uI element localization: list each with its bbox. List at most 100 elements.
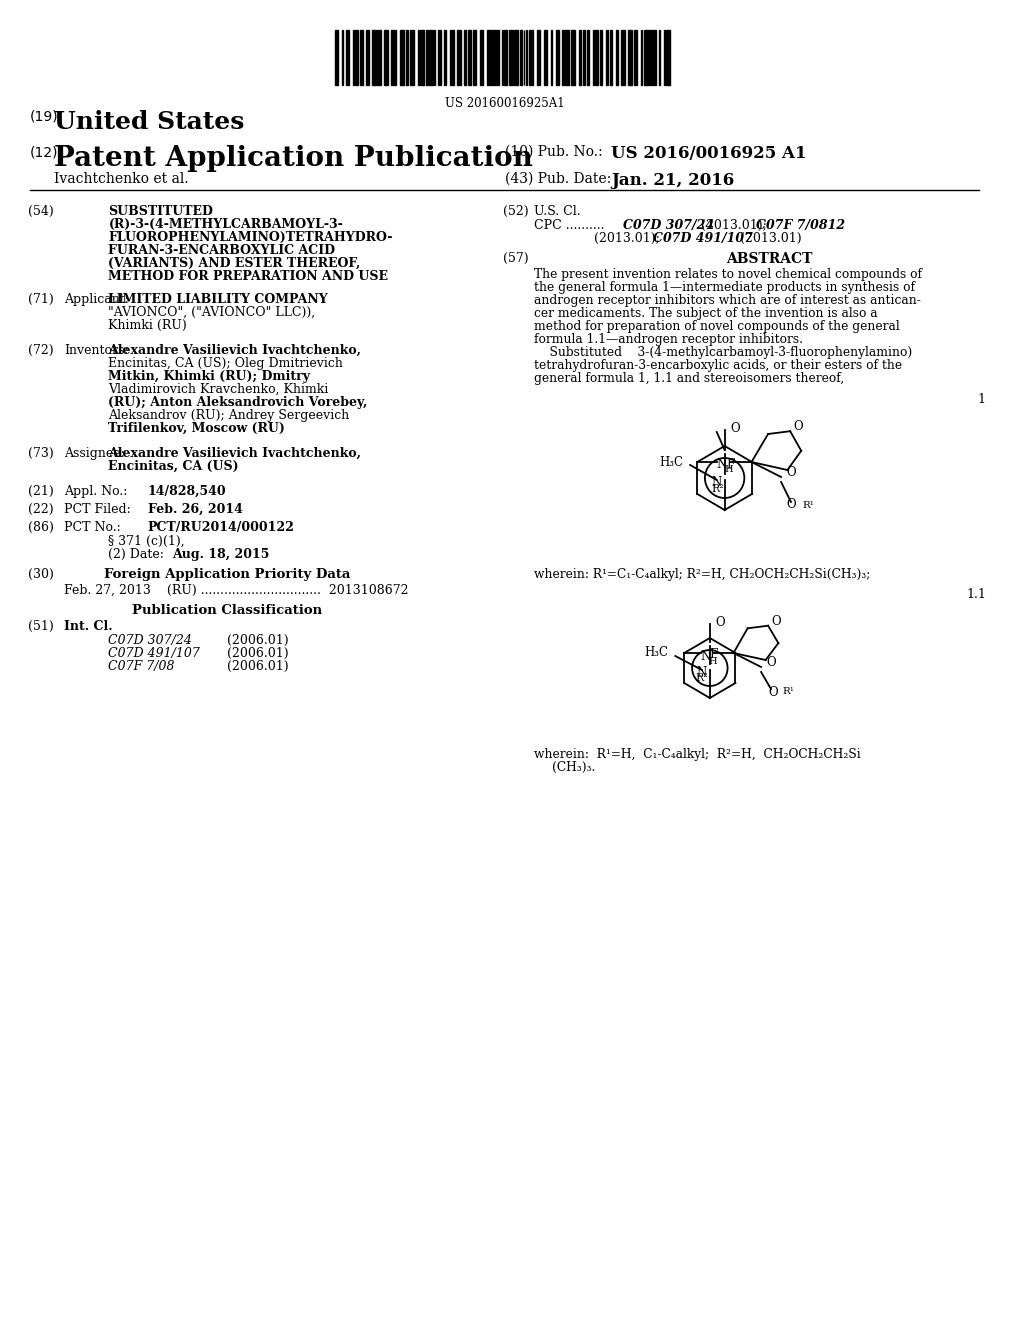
Text: R¹: R¹ <box>782 688 795 697</box>
Text: (19): (19) <box>30 110 58 124</box>
Bar <box>487 30 490 84</box>
Text: PCT No.:: PCT No.: <box>65 521 121 535</box>
Bar <box>600 30 602 84</box>
Text: formula 1.1—androgen receptor inhibitors.: formula 1.1—androgen receptor inhibitors… <box>535 333 804 346</box>
Text: H₃C: H₃C <box>644 647 669 660</box>
Bar <box>616 30 618 84</box>
Text: Aleksandrov (RU); Andrey Sergeevich: Aleksandrov (RU); Andrey Sergeevich <box>109 409 350 422</box>
Text: Ivachtchenko et al.: Ivachtchenko et al. <box>54 172 188 186</box>
Text: O: O <box>730 421 740 434</box>
Text: (22): (22) <box>28 503 53 516</box>
Text: R²: R² <box>712 484 724 494</box>
Text: Appl. No.:: Appl. No.: <box>65 484 127 498</box>
Bar <box>579 30 581 84</box>
Text: PCT/RU2014/000122: PCT/RU2014/000122 <box>147 521 295 535</box>
Text: androgen receptor inhibitors which are of interest as antican-: androgen receptor inhibitors which are o… <box>535 294 922 308</box>
Text: Alexandre Vasilievich Ivachtchenko,: Alexandre Vasilievich Ivachtchenko, <box>109 345 361 356</box>
Bar <box>538 30 541 84</box>
Bar <box>359 30 362 84</box>
Text: (2006.01): (2006.01) <box>226 660 289 673</box>
Text: SUBSTITUTED: SUBSTITUTED <box>109 205 213 218</box>
Text: (21): (21) <box>28 484 53 498</box>
Text: Jan. 21, 2016: Jan. 21, 2016 <box>611 172 734 189</box>
Text: 14/828,540: 14/828,540 <box>147 484 226 498</box>
Text: PCT Filed:: PCT Filed: <box>65 503 131 516</box>
Text: cer medicaments. The subject of the invention is also a: cer medicaments. The subject of the inve… <box>535 308 878 319</box>
Bar <box>628 30 632 84</box>
Text: the general formula 1—intermediate products in synthesis of: the general formula 1—intermediate produ… <box>535 281 915 294</box>
Text: (2006.01): (2006.01) <box>226 634 289 647</box>
Text: (73): (73) <box>28 447 53 459</box>
Bar <box>480 30 483 84</box>
Text: (2013.01);: (2013.01); <box>594 232 664 246</box>
Text: FURAN-3-ENCARBOXYLIC ACID: FURAN-3-ENCARBOXYLIC ACID <box>109 244 336 257</box>
Bar <box>468 30 471 84</box>
Bar <box>667 30 671 84</box>
Bar <box>649 30 652 84</box>
Text: C07D 307/24: C07D 307/24 <box>623 219 714 232</box>
Text: F: F <box>710 648 718 661</box>
Text: Inventors:: Inventors: <box>65 345 129 356</box>
Text: Publication Classification: Publication Classification <box>132 605 322 616</box>
Text: wherein:  R¹=H,  C₁-C₄alkyl;  R²=H,  CH₂OCH₂CH₂Si: wherein: R¹=H, C₁-C₄alkyl; R²=H, CH₂OCH₂… <box>535 748 861 762</box>
Text: Encinitas, CA (US): Encinitas, CA (US) <box>109 459 239 473</box>
Text: C07D 491/107: C07D 491/107 <box>652 232 753 246</box>
Bar <box>587 30 589 84</box>
Text: (86): (86) <box>28 521 53 535</box>
Text: wherein: R¹=C₁-C₄alkyl; R²=H, CH₂OCH₂CH₂Si(CH₃)₃;: wherein: R¹=C₁-C₄alkyl; R²=H, CH₂OCH₂CH₂… <box>535 568 870 581</box>
Text: N: N <box>712 475 722 488</box>
Bar <box>443 30 445 84</box>
Text: US 20160016925A1: US 20160016925A1 <box>445 96 564 110</box>
Bar <box>437 30 440 84</box>
Text: C07F 7/0812: C07F 7/0812 <box>756 219 845 232</box>
Text: O: O <box>786 499 796 511</box>
Text: (51): (51) <box>28 620 53 634</box>
Bar <box>544 30 547 84</box>
Text: Feb. 27, 2013    (RU) ...............................  2013108672: Feb. 27, 2013 (RU) .....................… <box>65 583 409 597</box>
Text: O: O <box>768 685 777 698</box>
Text: F: F <box>726 458 734 470</box>
Bar <box>634 30 637 84</box>
Bar <box>583 30 585 84</box>
Text: (2013.01);: (2013.01); <box>697 219 771 232</box>
Text: Patent Application Publication: Patent Application Publication <box>54 145 534 172</box>
Text: general formula 1, 1.1 and stereoisomers thereof,: general formula 1, 1.1 and stereoisomers… <box>535 372 845 385</box>
Text: Assignee:: Assignee: <box>65 447 125 459</box>
Bar <box>426 30 428 84</box>
Text: (57): (57) <box>503 252 528 265</box>
Text: Int. Cl.: Int. Cl. <box>65 620 113 634</box>
Text: O: O <box>771 615 780 628</box>
Text: FLUOROPHENYLAMINO)TETRAHYDRO-: FLUOROPHENYLAMINO)TETRAHYDRO- <box>109 231 393 244</box>
Text: (30): (30) <box>28 568 53 581</box>
Text: H₃C: H₃C <box>659 455 683 469</box>
Bar <box>411 30 414 84</box>
Text: (12): (12) <box>30 145 58 158</box>
Text: The present invention relates to novel chemical compounds of: The present invention relates to novel c… <box>535 268 923 281</box>
Text: Trifilenkov, Moscow (RU): Trifilenkov, Moscow (RU) <box>109 422 286 436</box>
Text: tetrahydrofuran-3-encarboxylic acids, or their esters of the: tetrahydrofuran-3-encarboxylic acids, or… <box>535 359 902 372</box>
Text: § 371 (c)(1),: § 371 (c)(1), <box>109 535 185 548</box>
Bar <box>366 30 369 84</box>
Text: (10) Pub. No.:: (10) Pub. No.: <box>505 145 602 158</box>
Text: Feb. 26, 2014: Feb. 26, 2014 <box>147 503 243 516</box>
Text: O: O <box>786 466 796 479</box>
Bar <box>509 30 513 84</box>
Text: (2013.01): (2013.01) <box>736 232 802 246</box>
Text: (54): (54) <box>28 205 53 218</box>
Bar <box>407 30 409 84</box>
Bar <box>653 30 655 84</box>
Text: (CH₃)₃.: (CH₃)₃. <box>552 762 596 774</box>
Text: Encinitas, CA (US); Oleg Dmitrievich: Encinitas, CA (US); Oleg Dmitrievich <box>109 356 343 370</box>
Bar <box>464 30 466 84</box>
Text: R²: R² <box>695 673 708 682</box>
Text: method for preparation of novel compounds of the general: method for preparation of novel compound… <box>535 319 900 333</box>
Text: METHOD FOR PREPARATION AND USE: METHOD FOR PREPARATION AND USE <box>109 271 388 282</box>
Text: Khimki (RU): Khimki (RU) <box>109 319 187 333</box>
Text: CPC ..........: CPC .......... <box>535 219 612 232</box>
Bar <box>355 30 357 84</box>
Text: Alexandre Vasilievich Ivachtchenko,: Alexandre Vasilievich Ivachtchenko, <box>109 447 361 459</box>
Text: Foreign Application Priority Data: Foreign Application Priority Data <box>103 568 350 581</box>
Text: ABSTRACT: ABSTRACT <box>726 252 812 267</box>
Bar <box>391 30 393 84</box>
Bar <box>473 30 476 84</box>
